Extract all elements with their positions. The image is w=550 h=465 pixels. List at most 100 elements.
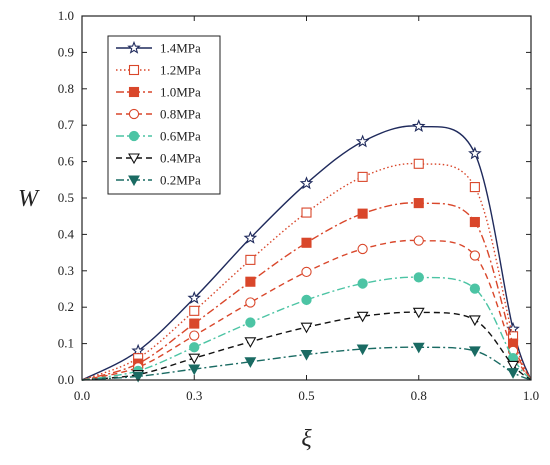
- data-point: [188, 364, 201, 376]
- y-axis-title: W: [18, 186, 40, 212]
- x-tick-label: 1.0: [523, 388, 539, 403]
- legend-marker: [128, 153, 140, 165]
- data-point: [187, 290, 202, 304]
- x-tick-label: 0.0: [74, 388, 90, 403]
- x-tick-label: 0.5: [298, 388, 314, 403]
- y-tick-label: 0.5: [58, 190, 74, 205]
- legend-item: 1.4MPa: [116, 41, 201, 56]
- series-line: [81, 202, 532, 381]
- y-tick-label: 0.4: [58, 226, 75, 241]
- data-point: [413, 198, 424, 209]
- series-1.2MPa: [81, 158, 532, 381]
- data-point: [189, 318, 200, 329]
- legend-label: 1.4MPa: [160, 41, 201, 56]
- series-0.6MPa: [81, 272, 532, 381]
- x-tick-label: 0.8: [411, 388, 427, 403]
- series-line: [81, 162, 532, 381]
- data-point: [189, 330, 200, 341]
- series-line: [81, 125, 532, 381]
- y-tick-label: 1.0: [58, 8, 74, 23]
- data-point: [356, 344, 369, 356]
- legend-label: 1.0MPa: [160, 85, 201, 100]
- data-point: [243, 230, 258, 244]
- legend-marker: [127, 40, 141, 54]
- legend-item: 0.2MPa: [116, 173, 201, 188]
- data-point: [244, 357, 257, 368]
- legend-label: 1.2MPa: [160, 63, 201, 78]
- data-point: [188, 353, 201, 365]
- data-point: [245, 297, 256, 308]
- series-line: [81, 276, 532, 381]
- data-point: [355, 134, 370, 148]
- series-line: [81, 311, 532, 381]
- series-0.2MPa: [81, 342, 532, 383]
- legend-label: 0.2MPa: [160, 173, 201, 188]
- series-group: [81, 119, 532, 383]
- legend-item: 0.6MPa: [116, 129, 201, 144]
- legend-marker: [128, 130, 140, 142]
- legend: 1.4MPa 1.2MPa 1.0MPa 0.8MPa 0.6MPa 0.4MPa 0.2M…: [107, 35, 221, 195]
- legend-marker: [128, 108, 140, 120]
- data-point: [357, 278, 368, 289]
- y-tick-label: 0.2: [58, 299, 74, 314]
- x-axis-title: ξ: [301, 426, 312, 452]
- legend-item: 0.8MPa: [116, 107, 201, 122]
- data-point: [245, 254, 256, 265]
- data-point: [301, 237, 312, 248]
- data-point: [357, 243, 368, 255]
- y-tick-label: 0.0: [58, 372, 74, 387]
- data-point: [469, 182, 480, 193]
- y-tick-label: 0.8: [58, 81, 74, 96]
- data-point: [299, 176, 314, 190]
- data-point: [132, 371, 145, 383]
- legend-marker: [128, 175, 140, 187]
- data-point: [245, 317, 256, 328]
- data-point: [357, 171, 368, 182]
- data-point: [413, 235, 424, 246]
- data-point: [507, 360, 519, 372]
- data-point: [356, 311, 369, 323]
- y-tick-label: 0.9: [58, 44, 74, 59]
- legend-label: 0.8MPa: [160, 107, 201, 122]
- data-point: [468, 146, 482, 160]
- data-point: [189, 342, 200, 353]
- data-point: [469, 250, 481, 261]
- data-point: [245, 276, 256, 287]
- data-point: [469, 216, 480, 228]
- legend-label: 0.6MPa: [160, 129, 201, 144]
- data-point: [468, 346, 481, 358]
- y-tick-label: 0.1: [58, 336, 74, 351]
- data-point: [189, 305, 200, 316]
- data-point: [301, 207, 312, 218]
- series-1.4MPa: [81, 119, 532, 381]
- x-tick-label: 0.3: [186, 388, 202, 403]
- series-line: [81, 346, 532, 381]
- legend-marker: [128, 64, 140, 76]
- data-point: [300, 322, 313, 334]
- data-point: [468, 315, 481, 327]
- data-point: [301, 266, 312, 278]
- data-point: [507, 368, 519, 379]
- axis-ticks: 0.0 0.3 0.5 0.8 1.0 0.0 0.1 0.2 0.3 0.4 0.5 0.6 0.7 0…: [58, 8, 539, 403]
- legend-item: 1.2MPa: [116, 63, 201, 78]
- series-line: [81, 239, 532, 381]
- data-point: [244, 337, 257, 348]
- legend-box: [107, 35, 221, 195]
- data-point: [300, 349, 313, 361]
- y-tick-label: 0.3: [58, 263, 74, 278]
- data-point: [301, 294, 312, 306]
- plot-frame: [81, 15, 532, 381]
- legend-label: 0.4MPa: [160, 151, 201, 166]
- legend-item: 0.4MPa: [116, 151, 201, 166]
- legend-item: 1.0MPa: [116, 85, 201, 100]
- data-point: [412, 307, 425, 319]
- data-point: [357, 208, 368, 219]
- data-point: [413, 158, 424, 169]
- y-tick-label: 0.6: [58, 154, 75, 169]
- data-point: [469, 283, 481, 294]
- data-point: [413, 272, 424, 283]
- y-tick-label: 0.7: [58, 117, 75, 132]
